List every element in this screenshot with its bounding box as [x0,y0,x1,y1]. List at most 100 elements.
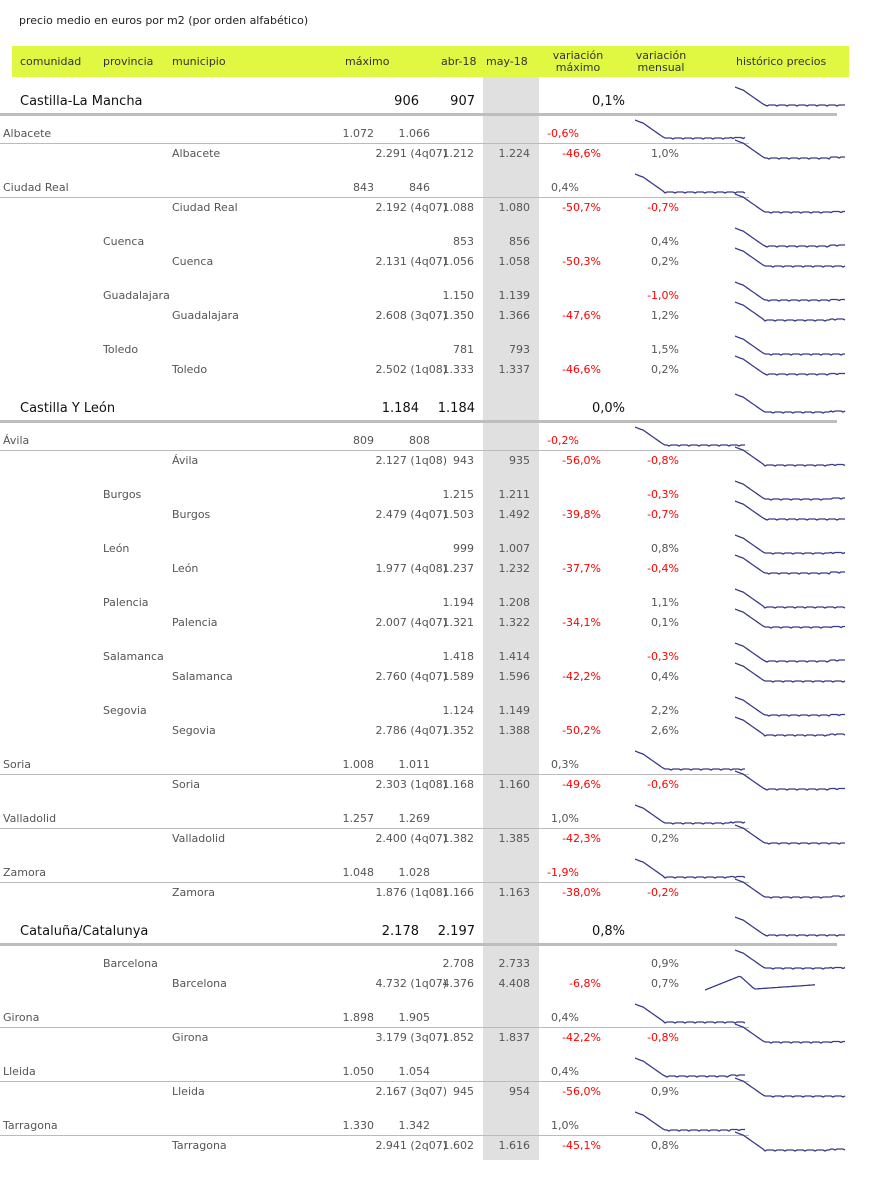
province-name: Lleida [3,1065,36,1078]
abr-value: 1.168 [442,778,475,791]
municipality-name: Girona [172,1031,209,1044]
municipality-name: Cuenca [172,255,214,268]
variacion-mensual: -0,7% [647,201,679,214]
abr-value: 1.212 [442,147,475,160]
sparkline-series [735,247,846,268]
may-value: 1.232 [498,562,531,575]
table-caption: precio medio en euros por m2 (por orden … [19,14,309,27]
maximo-value: 2.127 (1q08) [375,454,447,467]
variacion-mensual: 1,0% [651,147,679,160]
price-history-sparkline [635,858,746,879]
sparkline-series [735,642,845,663]
price-history-sparkline [735,301,846,322]
municipality-row: Burgos 2.479 (4q07) 1.503 1.492 -39,8% -0,7% [0,500,892,525]
may-value: 1.596 [498,670,531,683]
abr-value: 1.852 [442,1031,475,1044]
municipality-row: Segovia 2.786 (4q07) 1.352 1.388 -50,2% 2,6% [0,716,892,741]
sparkline-series [735,355,845,376]
municipality-name: Barcelona [172,977,227,990]
sparkline-series [735,1023,845,1044]
price-history-sparkline [635,173,746,194]
price-history-sparkline [635,119,746,140]
header-variacion-maximo: variación máximo [552,50,604,74]
variacion-mensual: -0,6% [547,127,579,140]
province-name: Girona [3,1011,40,1024]
may-value: 2.733 [498,957,531,970]
variacion-mensual: 1,2% [651,309,679,322]
price-history-sparkline [735,824,845,845]
variacion-mensual: 0,4% [551,1065,579,1078]
maximo-value: 2.303 (1q08) [375,778,447,791]
abr-value: 809 [353,434,374,447]
abr-value: 999 [453,542,474,555]
province-row: Albacete 1.072 1.066 -0,6% [0,119,749,144]
abr-value: 1.150 [442,289,475,302]
price-history-sparkline [735,770,845,791]
abr-value: 1.589 [442,670,475,683]
price-history-sparkline [735,393,846,414]
sparkline-series [635,173,746,194]
may-value: 1.337 [498,363,531,376]
header-abr: abr-18 [441,55,477,68]
maximo-value: 2.479 (4q07) [375,508,447,521]
abr-value: 1.048 [342,866,375,879]
variacion-maximo: -49,6% [562,778,601,791]
price-history-sparkline [635,1003,746,1024]
may-value: 1.837 [498,1031,531,1044]
variacion-mensual: -0,2% [547,434,579,447]
variacion-mensual: 0,1% [591,94,625,109]
sparkline-series [635,1057,745,1078]
sparkline-series [735,1131,846,1152]
maximo-value: 3.179 (3q07) [375,1031,447,1044]
province-name: Valladolid [3,812,57,825]
variacion-maximo: -56,0% [562,1085,601,1098]
sparkline-series [735,608,845,629]
sparkline-series [735,878,845,899]
may-value: 1.007 [498,542,531,555]
province-name: Soria [3,758,32,771]
may-value: 846 [409,181,430,194]
variacion-mensual: 0,4% [551,1011,579,1024]
may-value: 1.160 [498,778,531,791]
variacion-maximo: -42,3% [562,832,601,845]
price-history-sparkline [735,500,845,521]
sparkline-series [635,858,746,879]
price-history-sparkline [735,1131,846,1152]
abr-value: 1.330 [342,1119,375,1132]
variacion-mensual: 0,4% [651,670,679,683]
may-value: 1.028 [398,866,431,879]
abr-value: 943 [453,454,474,467]
price-history-sparkline [735,916,845,937]
variacion-mensual: 0,8% [651,1139,679,1152]
price-history-sparkline [635,804,746,825]
variacion-mensual: 2,6% [651,724,679,737]
province-name: Barcelona [103,957,158,970]
sparkline-series [735,227,845,248]
may-value: 1.322 [498,616,531,629]
header-text: variación [635,49,687,62]
may-value: 1.149 [498,704,531,717]
sparkline-series [735,1077,846,1098]
maximo-value: 2.291 (4q07) [375,147,447,160]
variacion-maximo: -38,0% [562,886,601,899]
municipality-row: Toledo 2.502 (1q08) 1.333 1.337 -46,6% 0,2% [0,355,892,380]
table-header: comunidad provincia municipio máximo abr… [12,46,849,77]
variacion-maximo: -39,8% [562,508,601,521]
price-history-sparkline [735,193,845,214]
variacion-mensual: 1,0% [551,812,579,825]
municipality-row: Girona 3.179 (3q07) 1.852 1.837 -42,2% -0,8% [0,1023,892,1048]
sparkline-series [735,500,845,521]
variacion-mensual: 0,4% [551,181,579,194]
municipality-name: Segovia [172,724,216,737]
municipality-name: Ciudad Real [172,201,238,214]
may-value: 1.388 [498,724,531,737]
province-name: Cuenca [103,235,145,248]
maximo-value: 2.192 (4q07) [375,201,447,214]
abr-value: 1.503 [442,508,475,521]
municipality-row: Soria 2.303 (1q08) 1.168 1.160 -49,6% -0,6% [0,770,892,795]
abr-value: 1.418 [442,650,475,663]
sparkline-series [735,770,845,791]
province-name: Salamanca [103,650,164,663]
price-history-sparkline [735,642,845,663]
abr-value: 1.215 [442,488,475,501]
